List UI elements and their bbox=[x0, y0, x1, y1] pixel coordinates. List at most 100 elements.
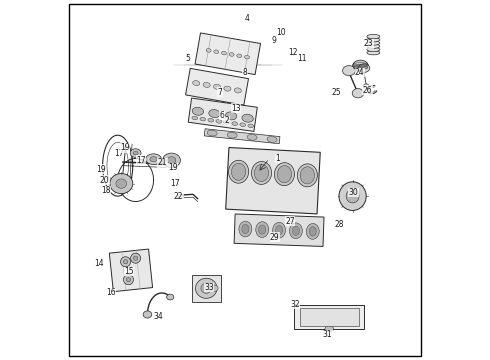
Ellipse shape bbox=[309, 227, 317, 236]
Ellipse shape bbox=[341, 316, 344, 319]
Ellipse shape bbox=[150, 157, 157, 162]
Polygon shape bbox=[226, 148, 320, 214]
Ellipse shape bbox=[367, 35, 380, 39]
Text: 6: 6 bbox=[219, 111, 224, 120]
Text: 15: 15 bbox=[124, 267, 134, 276]
Text: 24: 24 bbox=[355, 68, 365, 77]
Text: 25: 25 bbox=[332, 87, 341, 96]
Ellipse shape bbox=[167, 294, 174, 300]
Text: 28: 28 bbox=[335, 220, 344, 229]
Ellipse shape bbox=[123, 260, 128, 264]
Ellipse shape bbox=[256, 222, 269, 238]
Ellipse shape bbox=[216, 120, 221, 123]
Text: 18: 18 bbox=[101, 186, 111, 195]
Text: 16: 16 bbox=[106, 288, 116, 297]
Ellipse shape bbox=[232, 122, 238, 125]
Text: 32: 32 bbox=[291, 300, 300, 309]
Ellipse shape bbox=[234, 88, 242, 93]
Ellipse shape bbox=[192, 107, 204, 115]
Ellipse shape bbox=[254, 165, 269, 181]
Ellipse shape bbox=[290, 223, 302, 239]
Ellipse shape bbox=[200, 117, 206, 121]
Ellipse shape bbox=[245, 55, 249, 59]
Text: 2: 2 bbox=[225, 116, 229, 125]
Ellipse shape bbox=[274, 163, 294, 186]
Ellipse shape bbox=[110, 174, 133, 194]
Ellipse shape bbox=[224, 121, 230, 124]
Ellipse shape bbox=[167, 157, 176, 164]
Text: 20: 20 bbox=[99, 176, 109, 185]
Ellipse shape bbox=[297, 164, 318, 187]
Ellipse shape bbox=[203, 82, 210, 87]
Ellipse shape bbox=[327, 316, 331, 319]
Ellipse shape bbox=[367, 47, 380, 51]
Ellipse shape bbox=[367, 41, 380, 45]
Polygon shape bbox=[294, 305, 364, 329]
Text: 11: 11 bbox=[297, 54, 307, 63]
Ellipse shape bbox=[214, 84, 220, 89]
Ellipse shape bbox=[228, 160, 248, 183]
Polygon shape bbox=[188, 98, 257, 131]
Ellipse shape bbox=[211, 285, 218, 292]
Ellipse shape bbox=[207, 130, 217, 136]
Ellipse shape bbox=[248, 124, 254, 128]
Ellipse shape bbox=[259, 225, 266, 234]
Text: 34: 34 bbox=[153, 312, 163, 321]
Text: 1: 1 bbox=[275, 154, 280, 163]
Ellipse shape bbox=[346, 189, 359, 203]
Text: 10: 10 bbox=[276, 28, 286, 37]
Text: 5: 5 bbox=[185, 54, 190, 63]
Ellipse shape bbox=[242, 224, 249, 234]
Ellipse shape bbox=[201, 283, 212, 293]
Ellipse shape bbox=[221, 51, 226, 55]
Text: 26: 26 bbox=[363, 86, 372, 95]
Ellipse shape bbox=[126, 278, 131, 282]
Text: 22: 22 bbox=[174, 192, 183, 201]
Ellipse shape bbox=[239, 221, 252, 237]
Ellipse shape bbox=[293, 226, 299, 235]
Ellipse shape bbox=[196, 278, 217, 298]
Ellipse shape bbox=[343, 66, 355, 76]
Text: 4: 4 bbox=[245, 14, 249, 23]
Text: 9: 9 bbox=[271, 36, 276, 45]
Ellipse shape bbox=[240, 123, 245, 126]
Text: 13: 13 bbox=[231, 104, 241, 113]
Polygon shape bbox=[186, 68, 248, 105]
Ellipse shape bbox=[208, 118, 214, 122]
Ellipse shape bbox=[277, 166, 292, 183]
Ellipse shape bbox=[130, 149, 141, 157]
Text: 23: 23 bbox=[364, 39, 373, 48]
Ellipse shape bbox=[231, 163, 246, 180]
Text: 31: 31 bbox=[323, 330, 332, 339]
Text: 19: 19 bbox=[169, 163, 178, 172]
Ellipse shape bbox=[227, 132, 237, 138]
Ellipse shape bbox=[247, 134, 257, 140]
Ellipse shape bbox=[306, 224, 319, 239]
Text: 8: 8 bbox=[243, 68, 247, 77]
Ellipse shape bbox=[367, 44, 380, 48]
Ellipse shape bbox=[251, 162, 271, 184]
Ellipse shape bbox=[214, 50, 219, 54]
Text: 19: 19 bbox=[120, 143, 130, 152]
Ellipse shape bbox=[364, 84, 369, 88]
Polygon shape bbox=[109, 249, 152, 292]
Ellipse shape bbox=[275, 226, 283, 235]
Ellipse shape bbox=[272, 222, 286, 238]
Polygon shape bbox=[300, 309, 359, 325]
Ellipse shape bbox=[353, 60, 368, 72]
Ellipse shape bbox=[163, 153, 180, 167]
Text: 27: 27 bbox=[285, 217, 294, 226]
Ellipse shape bbox=[229, 53, 234, 56]
Ellipse shape bbox=[354, 316, 358, 319]
Ellipse shape bbox=[325, 325, 334, 332]
Ellipse shape bbox=[131, 253, 141, 263]
Ellipse shape bbox=[225, 112, 237, 120]
Ellipse shape bbox=[193, 81, 200, 86]
Text: 17: 17 bbox=[136, 156, 146, 165]
Text: 17: 17 bbox=[170, 179, 180, 188]
Ellipse shape bbox=[358, 64, 370, 72]
Text: 33: 33 bbox=[204, 283, 214, 292]
Ellipse shape bbox=[367, 38, 380, 42]
Ellipse shape bbox=[242, 114, 253, 122]
Ellipse shape bbox=[116, 179, 126, 188]
